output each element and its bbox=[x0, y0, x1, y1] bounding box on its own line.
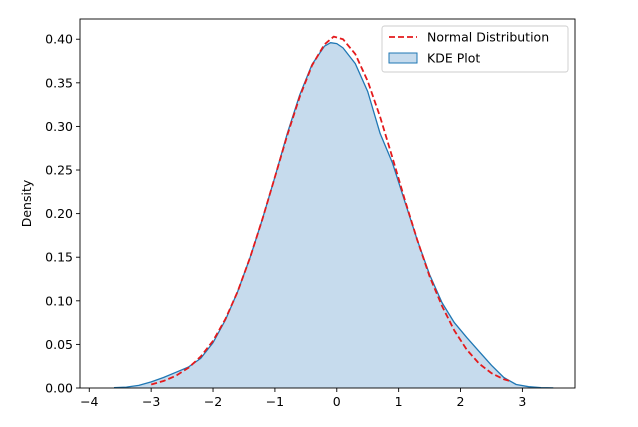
y-tick-label: 0.25 bbox=[45, 163, 73, 178]
legend: Normal Distribution KDE Plot bbox=[381, 25, 569, 73]
x-tick-label: 2 bbox=[457, 394, 465, 409]
y-tick-label: 0.20 bbox=[45, 206, 73, 221]
series-layer bbox=[113, 35, 554, 389]
y-tick-label: 0.10 bbox=[45, 293, 73, 308]
y-axis-title: Density bbox=[19, 179, 34, 227]
legend-label-normal: Normal Distribution bbox=[427, 30, 549, 45]
y-tick-label: 0.15 bbox=[45, 250, 73, 265]
y-tick-label: 0.30 bbox=[45, 119, 73, 134]
y-tick-label: 0.40 bbox=[45, 32, 73, 47]
legend-label-kde: KDE Plot bbox=[427, 51, 480, 66]
x-tick-label: −3 bbox=[142, 394, 160, 409]
y-tick-label: 0.00 bbox=[45, 381, 73, 396]
x-tick-label: 0 bbox=[333, 394, 341, 409]
legend-box bbox=[381, 25, 569, 73]
y-tick-label: 0.05 bbox=[45, 337, 73, 352]
x-tick-label: −2 bbox=[204, 394, 222, 409]
plot-frame bbox=[79, 18, 576, 389]
x-tick-label: −1 bbox=[266, 394, 284, 409]
kde-area bbox=[114, 42, 554, 388]
legend-swatch-kde bbox=[388, 52, 418, 64]
x-tick-label: −4 bbox=[80, 394, 98, 409]
normal-distribution-line bbox=[150, 35, 511, 386]
y-tick-label: 0.35 bbox=[45, 75, 73, 90]
x-tick-label: 3 bbox=[518, 394, 526, 409]
y-axis: 0.00 0.05 0.10 0.15 0.20 0.25 0.30 0.35 0.40 bbox=[45, 32, 80, 396]
x-axis: −4 −3 −2 −1 0 1 2 3 bbox=[80, 388, 526, 409]
kde-line bbox=[113, 42, 554, 389]
x-tick-label: 1 bbox=[395, 394, 403, 409]
